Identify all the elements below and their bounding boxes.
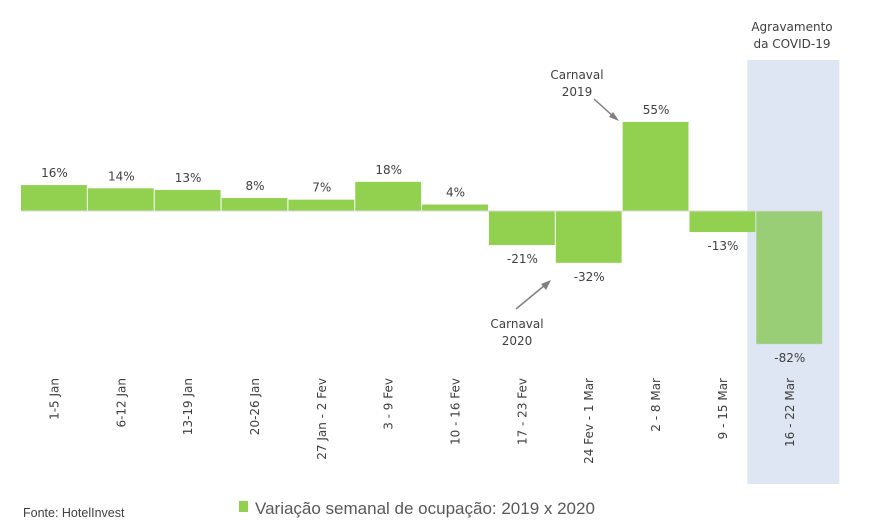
bar-9	[622, 121, 689, 211]
data-label-0: 16%	[41, 166, 68, 180]
x-tick-label-5: 3 - 9 Fev	[382, 378, 396, 430]
bar-3	[221, 198, 288, 211]
x-tick-label-0: 1-5 Jan	[47, 378, 61, 420]
annotation-carnaval-2020-line2: 2020	[502, 334, 533, 348]
x-tick-label-9: 2 - 8 Mar	[649, 378, 663, 432]
x-tick-label-10: 9 - 15 Mar	[716, 378, 730, 439]
x-tick-label-4: 27 Jan - 2 Fev	[315, 378, 329, 460]
bar-7	[488, 211, 555, 246]
annotation-carnaval-2019-line2: 2019	[562, 85, 593, 99]
x-tick-label-6: 10 - 16 Fev	[449, 378, 463, 445]
data-label-9: 55%	[643, 103, 670, 117]
bar-10	[689, 211, 756, 233]
covid-highlight-overlay	[756, 211, 823, 345]
data-label-2: 13%	[175, 171, 202, 185]
source-note: Fonte: HotelInvest	[23, 506, 125, 520]
annotation-covid-line2: da COVID-19	[754, 37, 831, 51]
data-label-10: -13%	[707, 239, 738, 253]
bar-5	[355, 181, 422, 211]
legend-swatch	[239, 501, 248, 512]
annotation-carnaval-2020-line1: Carnaval	[490, 317, 543, 331]
bar-0	[21, 185, 87, 211]
bar-11	[756, 211, 823, 344]
x-tick-label-7: 17 - 23 Fev	[515, 378, 529, 445]
annotation-covid-line1: Agravamento	[751, 20, 832, 34]
arrow-carnaval-2019-icon	[593, 98, 619, 121]
x-tick-label-2: 13-19 Jan	[181, 378, 195, 435]
x-tick-label-11: 16 - 22 Mar	[783, 378, 797, 447]
data-label-1: 14%	[108, 169, 135, 183]
bar-4	[288, 199, 355, 211]
bar-2	[154, 189, 221, 211]
legend-label: Variação semanal de ocupação: 2019 x 202…	[255, 499, 595, 518]
bar-6	[422, 204, 488, 211]
bar-1	[87, 188, 154, 211]
x-tick-label-3: 20-26 Jan	[248, 378, 262, 435]
x-tick-label-8: 24 Fev - 1 Mar	[582, 378, 596, 464]
data-label-6: 4%	[446, 186, 465, 200]
bar-8	[555, 211, 622, 263]
annotation-carnaval-2019-line1: Carnaval	[550, 68, 603, 82]
data-label-11: -82%	[774, 351, 805, 365]
data-label-8: -32%	[574, 270, 605, 284]
arrow-carnaval-2020-icon	[515, 280, 551, 310]
data-label-7: -21%	[507, 252, 538, 266]
x-tick-label-1: 6-12 Jan	[114, 378, 128, 428]
data-label-4: 7%	[312, 181, 331, 195]
data-label-5: 18%	[375, 163, 402, 177]
data-label-3: 8%	[245, 179, 264, 193]
